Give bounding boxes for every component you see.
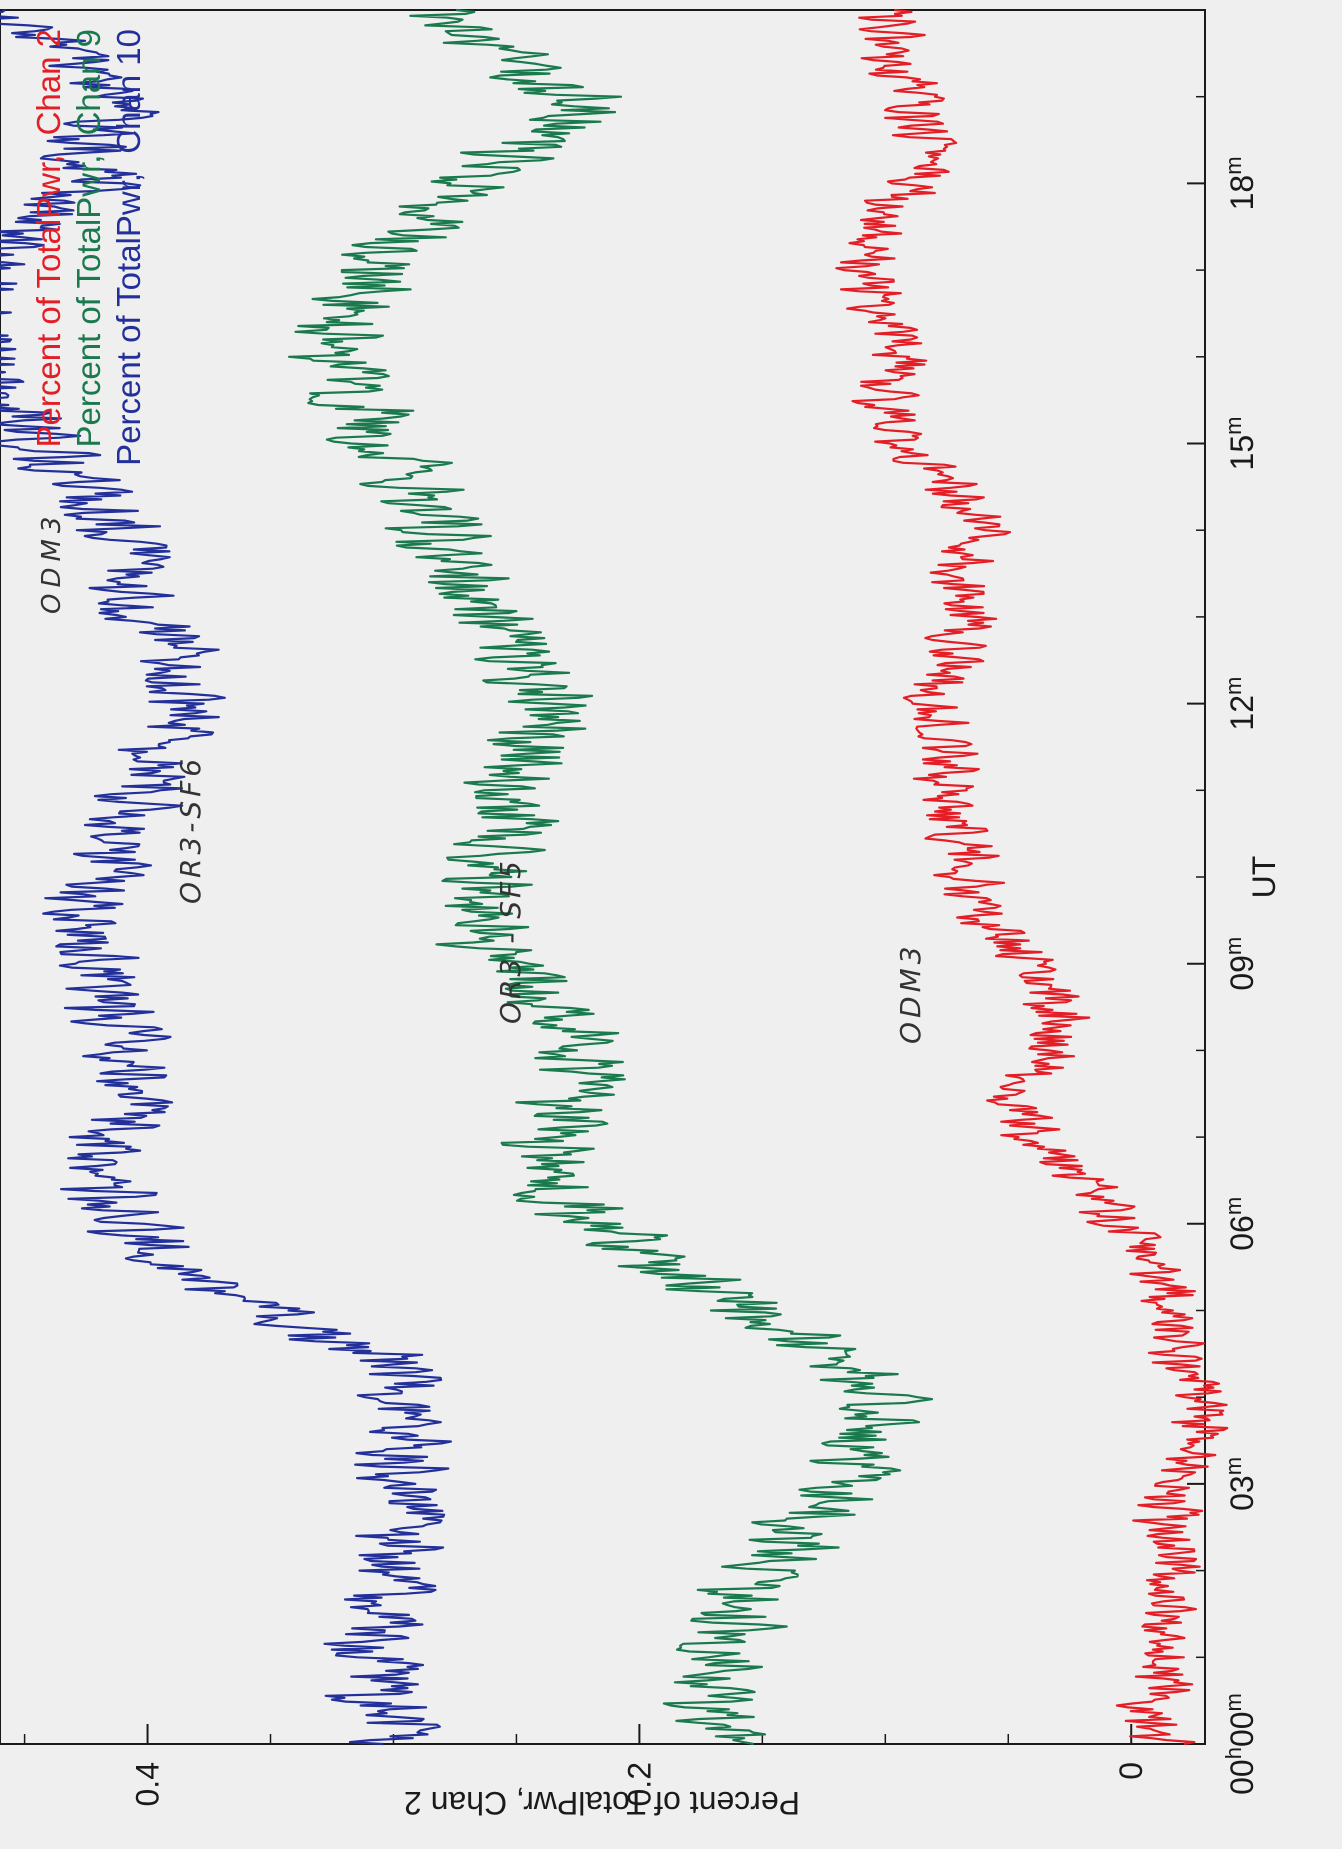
x-tick-label: 06m: [1221, 1197, 1260, 1251]
annotation-odm3-bottom: ODM3: [894, 942, 927, 1044]
annotation-or3-sf5: OR3 - SF5: [494, 858, 527, 1024]
legend-entry-chan-9: Percent of TotalPwr, Chan 9: [70, 29, 107, 447]
x-tick-label: 09m: [1221, 937, 1260, 991]
x-tick-label: 18m: [1221, 156, 1260, 210]
y-axis-title: Percent of TotalPwr, Chan 2: [404, 1785, 800, 1821]
legend-prefix: Percent of TotalPwr,: [30, 155, 67, 448]
y-tick-label: 0.2: [621, 1762, 657, 1806]
series-line-chan-9: [288, 8, 934, 1746]
series-line-chan-10: [0, 9, 452, 1746]
legend-entry-chan-2: Percent of TotalPwr, Chan 2: [30, 29, 67, 447]
x-tick-label: 00h00m: [1221, 1693, 1260, 1795]
series-line-chan-2: [835, 8, 1229, 1746]
y-tick-label: 0.4: [130, 1762, 166, 1806]
x-tick-label: 15m: [1221, 417, 1260, 471]
legend-label: Chan 9: [70, 29, 107, 135]
x-tick-label: 12m: [1221, 677, 1260, 731]
x-axis-title: UT: [1246, 856, 1282, 899]
series-layer: [0, 8, 1229, 1746]
legend-prefix: Percent of TotalPwr,: [70, 155, 107, 448]
annotation-or3-sf6: OR3-SF6: [174, 755, 207, 904]
y-tick-label: 0: [1113, 1762, 1149, 1780]
y-axis-ticks: 0 0.2 0.4: [23, 1724, 1149, 1806]
x-tick-label: 03m: [1221, 1457, 1260, 1511]
annotation-odm3-top: ODM3: [37, 511, 67, 614]
legend-entry-chan-10: Percent of TotalPwr, Chan 10: [110, 29, 147, 466]
legend-label: Chan 2: [30, 29, 67, 135]
x-axis-ticks: 00h00m 03m 06m 09m 12m 15m 18m: [1187, 9, 1260, 1795]
legend-prefix: Percent of TotalPwr,: [110, 173, 147, 466]
legend-label: Chan 10: [110, 29, 147, 154]
legend: Percent of TotalPwr, Chan 2 Percent of T…: [30, 29, 147, 466]
